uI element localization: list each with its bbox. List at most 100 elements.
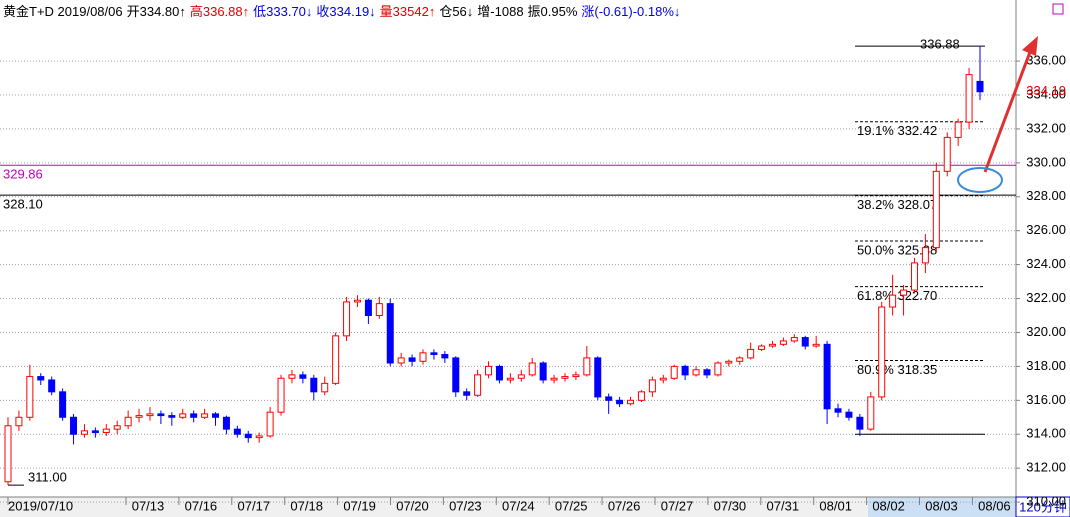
candle-body — [747, 348, 755, 359]
y-tick-label: 312.00 — [1026, 460, 1066, 475]
candle-body — [943, 136, 951, 172]
date-label: 07/30 — [714, 498, 747, 513]
y-tick-label: 314.00 — [1026, 426, 1066, 441]
candle-body — [277, 377, 285, 413]
header-item: 仓56↓ — [439, 4, 473, 19]
last-price-label: 334.19 — [1026, 83, 1066, 98]
candle-body — [965, 74, 973, 123]
date-label: 07/17 — [238, 498, 271, 513]
y-tick-label: 330.00 — [1026, 154, 1066, 169]
fib-label: 38.2% 328.07 — [857, 197, 937, 212]
candle-body — [714, 362, 722, 376]
candle-body — [889, 294, 897, 308]
candle-body — [856, 416, 864, 430]
candle-body — [725, 360, 733, 364]
candle-body — [561, 376, 569, 379]
fib-label: 336.88 — [920, 37, 960, 52]
date-label: 07/13 — [132, 498, 165, 513]
candle-body — [430, 352, 438, 356]
candle-body — [4, 425, 12, 483]
plot: 310.00 312.00 314.00 316.00 318.00 320.00 322.… — [0, 37, 1066, 513]
candle-body — [932, 170, 940, 249]
panel-icon[interactable] — [1052, 3, 1064, 15]
candle-body — [233, 428, 241, 435]
candle-body — [867, 396, 875, 430]
candle-body — [954, 121, 962, 138]
y-tick-label: 322.00 — [1026, 290, 1066, 305]
candle-body — [572, 374, 580, 378]
candle-body — [419, 352, 427, 362]
candle-body — [80, 430, 88, 435]
candle-body — [113, 425, 121, 430]
date-label: 07/26 — [608, 498, 641, 513]
candle-body — [703, 369, 711, 376]
candle-body — [605, 396, 613, 401]
candle-body — [539, 362, 547, 381]
header-item: 增-1088 — [477, 4, 523, 19]
date-label: 07/24 — [502, 498, 535, 513]
candle-body — [222, 416, 230, 430]
candle-body — [692, 369, 700, 376]
candle-body — [648, 379, 656, 393]
y-tick-label: 328.00 — [1026, 188, 1066, 203]
candle-body — [627, 399, 635, 405]
header-item: 高336.88↑ — [190, 4, 249, 19]
candle-body — [517, 374, 525, 379]
candle-body — [332, 335, 340, 384]
header-item: 低333.70↓ — [253, 4, 312, 19]
candle-body — [321, 382, 329, 393]
candle-body — [681, 365, 689, 376]
header-item: 黄金T+D 2019/08/06 — [3, 4, 123, 19]
header: 黄金T+D 2019/08/06 开334.80↑ 高336.88↑ 低333.70↓… — [3, 4, 680, 19]
annotations — [957, 36, 1038, 193]
candle-body — [812, 343, 820, 347]
date-label: 08/01 — [819, 498, 852, 513]
candle-body — [288, 374, 296, 379]
candle-body — [59, 391, 67, 418]
fib-label: 50.0% 325.38 — [857, 242, 937, 257]
candle-body — [190, 413, 198, 418]
date-label: 08/06 — [978, 498, 1011, 513]
candle-body — [146, 413, 154, 417]
y-tick-label: 316.00 — [1026, 392, 1066, 407]
date-label: 08/03 — [925, 498, 958, 513]
candle-body — [124, 416, 132, 427]
candle-body — [452, 357, 460, 393]
date-label: 07/23 — [449, 498, 482, 513]
candle-body — [485, 365, 493, 376]
date-label: 07/20 — [396, 498, 429, 513]
y-tick-label: 336.00 — [1026, 53, 1066, 68]
date-label: 08/02 — [872, 498, 905, 513]
candle-body — [168, 415, 176, 418]
candle-body — [495, 365, 503, 381]
candle-body — [834, 408, 842, 413]
date-label: 07/27 — [661, 498, 694, 513]
y-tick-label: 332.00 — [1026, 120, 1066, 135]
candle-body — [474, 374, 482, 396]
candle-body — [823, 343, 831, 410]
candle-body — [736, 357, 744, 362]
candle-body — [386, 303, 394, 364]
candle-body — [878, 306, 886, 398]
candle-body — [506, 377, 514, 381]
candle-body — [212, 413, 220, 418]
candle-body — [758, 345, 766, 350]
y-tick-label: 310.00 — [1026, 494, 1066, 509]
candle-body — [48, 379, 56, 393]
candle-body — [921, 247, 929, 264]
candle-body — [299, 374, 307, 379]
candle-body — [910, 262, 918, 291]
candle-body — [801, 337, 809, 347]
header-item: 开334.80↑ — [127, 4, 186, 19]
candle-body — [637, 391, 645, 401]
y-tick-label: 326.00 — [1026, 222, 1066, 237]
period-label[interactable]: 120分钟 — [1019, 499, 1067, 514]
candle-body — [375, 303, 383, 317]
candle-body — [179, 413, 187, 418]
level-label: 328.10 — [3, 197, 43, 212]
candle-body — [670, 365, 678, 379]
period-box[interactable] — [1015, 496, 1070, 517]
y-tick-label: 324.00 — [1026, 256, 1066, 271]
